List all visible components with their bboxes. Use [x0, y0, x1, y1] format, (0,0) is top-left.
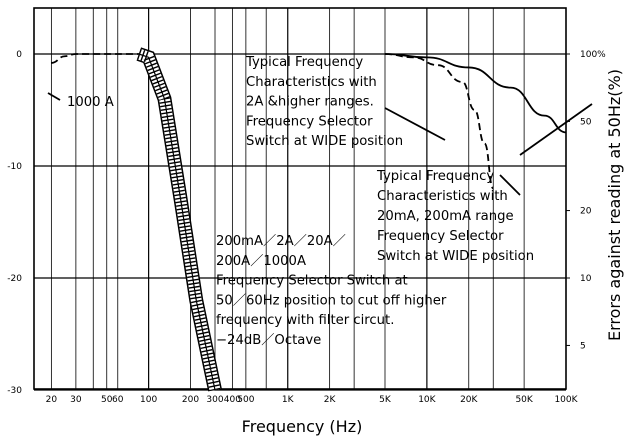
curves [51, 47, 567, 392]
annotation-a1000: 1000 A [67, 95, 114, 110]
annotation-line: Characteristics with [246, 75, 377, 90]
annotation-line: Frequency Selector [377, 229, 504, 244]
annotation-line: Characteristics with [377, 189, 508, 204]
x-tick-label: 100 [140, 395, 157, 405]
annotation-wide20ma: Typical Frequency Characteristics with 20m… [376, 169, 534, 264]
left-tick-label: -30 [7, 386, 22, 396]
curve-2 [384, 53, 567, 134]
annotation-line: 50／60Hz position to cut off higher [216, 293, 447, 308]
right-tick-labels: 100% 50 20 10 5 [566, 50, 606, 351]
left-tick-label: 0 [16, 50, 22, 60]
annotation-line: Switch at WIDE position [377, 249, 534, 264]
x-tick-label: 60 [112, 395, 124, 405]
annotation-line: Typical Frequency [376, 169, 494, 184]
annotation-line: Switch at WIDE position [246, 134, 403, 149]
left-tick-labels: 0 -10 -20 -30 [7, 50, 22, 396]
plot-frame [33, 7, 567, 390]
annotation-filter: 200mA／2A／20A／ 200A／1000A Frequency Selecto… [216, 234, 447, 348]
right-tick-label: 50 [580, 117, 592, 127]
right-axis-label: Errors against reading at 50Hz(%) [605, 69, 624, 341]
annotation-line: Frequency Selector Switch at [216, 274, 408, 289]
x-tick-label: 200 [182, 395, 199, 405]
annotation-line: 2A &higher ranges. [246, 95, 374, 110]
left-tick-label: -10 [7, 162, 22, 172]
grid [34, 8, 567, 391]
annotation-wide2a: Typical Frequency Characteristics with 2A … [245, 55, 403, 149]
annotations: 1000 A Typical Frequency Characteristics w… [67, 55, 534, 348]
x-axis-label: Frequency (Hz) [242, 417, 363, 436]
annotation-line: 1000 A [67, 95, 114, 110]
right-tick-label: 10 [580, 274, 592, 284]
right-tick-label: 20 [580, 207, 592, 217]
annotation-line: frequency with filter circut. [216, 313, 394, 328]
leader-line [519, 103, 593, 156]
x-tick-label: 500 [237, 395, 254, 405]
right-tick-label: 100% [580, 50, 606, 60]
x-tick-label: 100K [554, 395, 578, 405]
annotation-line: Typical Frequency [245, 55, 363, 70]
annotation-line: 200A／1000A [216, 254, 306, 269]
leader-line [384, 107, 446, 141]
x-tick-label: 2K [324, 395, 337, 405]
annotation-line: Frequency Selector [246, 114, 373, 129]
annotation-line: −24dB／Octave [216, 333, 321, 348]
plot-border [33, 7, 567, 390]
annotation-line: 200mA／2A／20A／ [216, 234, 346, 249]
x-tick-label: 30 [70, 395, 82, 405]
x-tick-label: 50K [515, 395, 533, 405]
filter-band-center [138, 53, 216, 391]
x-tick-label: 20 [46, 395, 58, 405]
leader-line [47, 92, 61, 101]
x-tick-label: 10K [418, 395, 436, 405]
x-tick-label: 400 [224, 395, 241, 405]
curve-0 [51, 53, 149, 64]
x-tick-label: 50 [101, 395, 113, 405]
x-tick-label: 300 [206, 395, 223, 405]
x-tick-label: 5K [379, 395, 392, 405]
filter-band-fill [137, 48, 221, 392]
annotation-line: 20mA, 200mA range [377, 209, 514, 224]
left-tick-label: -20 [7, 274, 22, 284]
leader-line [499, 174, 521, 196]
x-tick-label: 1K [282, 395, 295, 405]
x-tick-label: 20K [460, 395, 478, 405]
leader-lines [47, 92, 593, 196]
right-tick-label: 5 [580, 341, 586, 351]
